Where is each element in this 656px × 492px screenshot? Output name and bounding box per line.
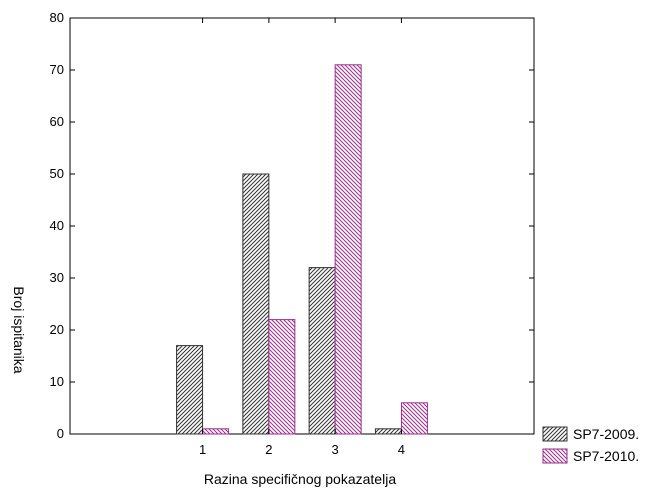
y-tick-label: 0 (57, 426, 64, 441)
legend-swatch (542, 426, 568, 442)
legend-label: SP7-2009. (573, 426, 639, 442)
y-tick-label: 50 (50, 166, 64, 181)
bar-sp7-2010--cat-1 (202, 428, 230, 435)
y-axis-title: Broj ispitanika (11, 286, 27, 373)
bar-sp7-2009--cat-3 (308, 267, 336, 435)
legend-swatch (542, 448, 568, 464)
legend-label: SP7-2010. (573, 448, 639, 464)
bar-sp7-2010--cat-3 (334, 64, 362, 435)
x-tick-label: 3 (332, 442, 339, 457)
y-tick-label: 70 (50, 62, 64, 77)
x-tick-label: 1 (199, 442, 206, 457)
y-tick-label: 20 (50, 322, 64, 337)
legend: SP7-2009. SP7-2010. (542, 426, 639, 464)
bar-sp7-2010--cat-2 (268, 319, 296, 435)
x-tick-label: 2 (265, 442, 272, 457)
x-axis-title: Razina specifičnog pokazatelja (204, 471, 396, 487)
bar-sp7-2009--cat-1 (176, 345, 204, 435)
x-tick-label: 4 (398, 442, 405, 457)
y-tick-label: 80 (50, 10, 64, 25)
bar-sp7-2010--cat-4 (400, 402, 428, 435)
y-tick-label: 60 (50, 114, 64, 129)
y-tick-label: 30 (50, 270, 64, 285)
plot-frame (69, 17, 535, 435)
bar-sp7-2009--cat-4 (374, 428, 402, 435)
bar-sp7-2009--cat-2 (242, 173, 270, 435)
y-tick-label: 10 (50, 374, 64, 389)
y-tick-label: 40 (50, 218, 64, 233)
